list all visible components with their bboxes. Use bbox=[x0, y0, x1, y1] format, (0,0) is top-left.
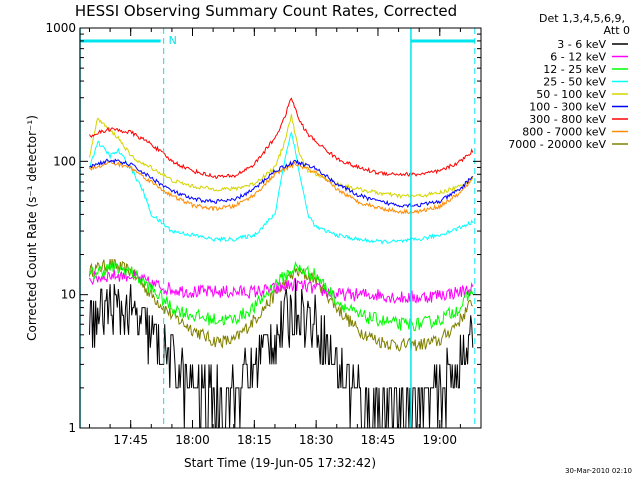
y-tick-label: 10 bbox=[61, 288, 76, 302]
y-axis: 1 10 100 1000 bbox=[45, 21, 481, 435]
x-axis-label: Start Time (19-Jun-05 17:32:42) bbox=[184, 456, 376, 470]
series-line-1 bbox=[89, 268, 474, 304]
series-line-6 bbox=[89, 97, 474, 180]
y-tick-label: 100 bbox=[53, 154, 76, 168]
legend-label: 100 - 300 keV bbox=[529, 101, 606, 114]
legend-header-line-2: Att 0 bbox=[604, 24, 630, 37]
series-line-8 bbox=[89, 259, 473, 352]
legend-label: 3 - 6 keV bbox=[557, 38, 606, 51]
legend-header-line-1: Det 1,3,4,5,6,9, bbox=[539, 12, 625, 25]
y-tick-label: 1000 bbox=[45, 21, 76, 35]
series-layer bbox=[89, 97, 474, 428]
y-axis-label: Corrected Count Rate (s⁻¹ detector⁻¹) bbox=[25, 115, 39, 341]
x-tick-label: 18:45 bbox=[361, 433, 396, 447]
legend-label: 300 - 800 keV bbox=[529, 113, 606, 126]
legend-label: 25 - 50 keV bbox=[543, 76, 606, 89]
legend-label: 12 - 25 keV bbox=[543, 63, 606, 76]
chart-title: HESSI Observing Summary Count Rates, Cor… bbox=[75, 2, 457, 20]
x-tick-label: 19:00 bbox=[422, 433, 457, 447]
series-line-0 bbox=[89, 279, 474, 428]
x-axis: 17:45 18:00 18:15 18:30 18:45 19:00 bbox=[88, 28, 482, 447]
legend-label: 50 - 100 keV bbox=[536, 88, 606, 101]
series-line-4 bbox=[89, 113, 474, 199]
series-line-7 bbox=[89, 160, 473, 215]
y-tick-label: 1 bbox=[68, 421, 76, 435]
timestamp: 30-Mar-2010 02:10 bbox=[565, 467, 632, 475]
legend-label: 7000 - 20000 keV bbox=[508, 138, 606, 151]
legend-label: 800 - 7000 keV bbox=[522, 126, 606, 139]
x-tick-label: 18:00 bbox=[175, 433, 210, 447]
series-line-2 bbox=[89, 260, 474, 332]
series-line-5 bbox=[89, 158, 474, 209]
x-tick-label: 18:15 bbox=[237, 433, 272, 447]
legend-label: 6 - 12 keV bbox=[550, 51, 606, 64]
night-marker-label: N bbox=[169, 34, 177, 47]
series-line-3 bbox=[89, 131, 474, 245]
x-tick-label: 18:30 bbox=[299, 433, 334, 447]
x-tick-label: 17:45 bbox=[113, 433, 148, 447]
plot-frame bbox=[79, 27, 482, 429]
